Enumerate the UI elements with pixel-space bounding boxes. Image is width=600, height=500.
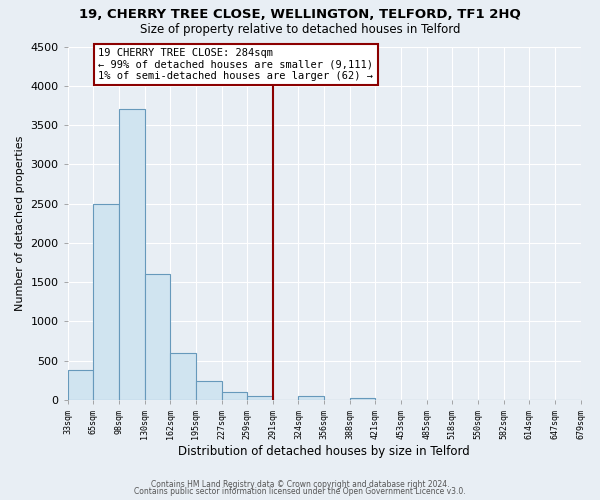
Bar bbox=[94, 204, 119, 400]
Bar bbox=[170, 353, 196, 400]
Bar bbox=[145, 274, 170, 400]
Y-axis label: Number of detached properties: Number of detached properties bbox=[15, 136, 25, 311]
Bar bbox=[196, 381, 221, 400]
Bar bbox=[68, 370, 94, 400]
Bar bbox=[119, 110, 145, 400]
X-axis label: Distribution of detached houses by size in Telford: Distribution of detached houses by size … bbox=[178, 444, 470, 458]
Text: Contains public sector information licensed under the Open Government Licence v3: Contains public sector information licen… bbox=[134, 488, 466, 496]
Text: 19 CHERRY TREE CLOSE: 284sqm
← 99% of detached houses are smaller (9,111)
1% of : 19 CHERRY TREE CLOSE: 284sqm ← 99% of de… bbox=[98, 48, 373, 82]
Bar bbox=[298, 396, 324, 400]
Bar bbox=[350, 398, 376, 400]
Text: 19, CHERRY TREE CLOSE, WELLINGTON, TELFORD, TF1 2HQ: 19, CHERRY TREE CLOSE, WELLINGTON, TELFO… bbox=[79, 8, 521, 20]
Bar bbox=[247, 396, 273, 400]
Text: Size of property relative to detached houses in Telford: Size of property relative to detached ho… bbox=[140, 22, 460, 36]
Bar bbox=[221, 392, 247, 400]
Text: Contains HM Land Registry data © Crown copyright and database right 2024.: Contains HM Land Registry data © Crown c… bbox=[151, 480, 449, 489]
